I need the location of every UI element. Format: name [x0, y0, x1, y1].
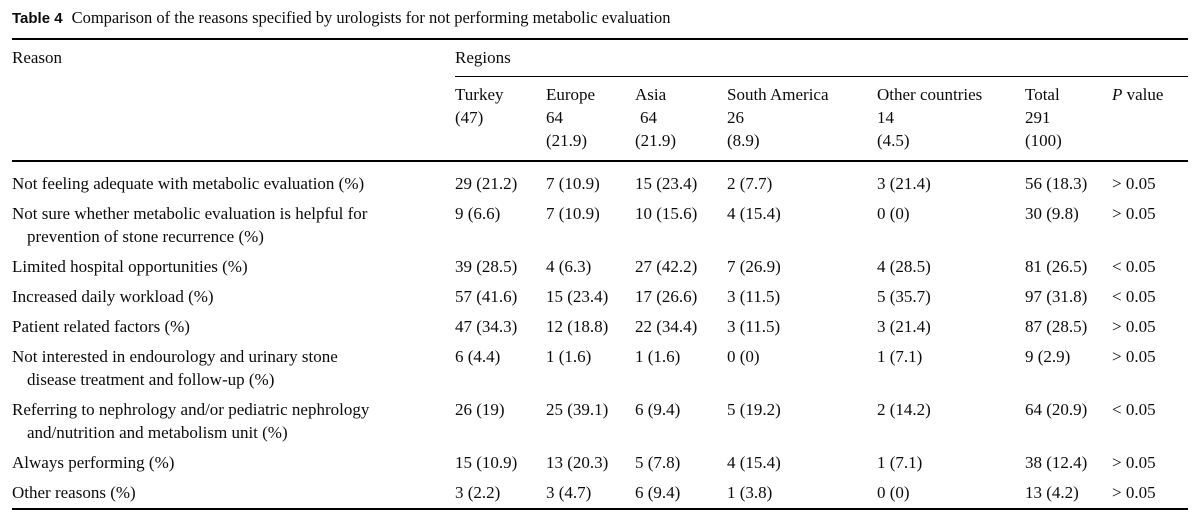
value-cell: 39 (28.5)	[455, 257, 518, 276]
value-cell: 87 (28.5)	[1025, 317, 1088, 336]
col-header-asia: Asia 64 (21.9)	[635, 76, 727, 162]
value-cell: 27 (42.2)	[635, 257, 698, 276]
header-group-row: Reason Regions	[12, 38, 1189, 162]
p-value-cell: < 0.05	[1112, 400, 1156, 419]
p-value-italic-p: P	[1112, 85, 1123, 104]
value-cell: 64 (20.9)	[1025, 400, 1088, 419]
table-row: Limited hospital opportunities (%) 39 (2…	[12, 252, 1188, 282]
col-header-europe: Europe 64 (21.9)	[546, 76, 635, 162]
comparison-table: Reason Regions Turkey (47) Europe 64 (21…	[12, 38, 1189, 510]
p-value-cell: < 0.05	[1112, 287, 1156, 306]
table-row: Referring to nephrology and/or pediatric…	[12, 395, 1188, 448]
reason-cell: Patient related factors (%)	[12, 317, 190, 336]
value-cell: 97 (31.8)	[1025, 287, 1088, 306]
value-cell: 3 (4.7)	[546, 483, 592, 502]
value-cell: 3 (21.4)	[877, 174, 931, 193]
value-cell: 7 (10.9)	[546, 174, 600, 193]
value-cell: 26 (19)	[455, 400, 505, 419]
p-value-cell: > 0.05	[1112, 317, 1156, 336]
col-header-turkey: Turkey (47)	[455, 76, 546, 162]
value-cell: 1 (7.1)	[877, 347, 923, 366]
value-cell: 15 (23.4)	[546, 287, 609, 306]
value-cell: 0 (0)	[727, 347, 760, 366]
value-cell: 12 (18.8)	[546, 317, 609, 336]
reason-cell: Increased daily workload (%)	[12, 287, 214, 306]
value-cell: 10 (15.6)	[635, 204, 698, 223]
value-cell: 57 (41.6)	[455, 287, 518, 306]
table-row: Other reasons (%) 3 (2.2) 3 (4.7) 6 (9.4…	[12, 478, 1188, 509]
reason-cell: Limited hospital opportunities (%)	[12, 257, 248, 276]
value-cell: 2 (7.7)	[727, 174, 773, 193]
value-cell: 15 (23.4)	[635, 174, 698, 193]
value-cell: 4 (28.5)	[877, 257, 931, 276]
value-cell: 13 (4.2)	[1025, 483, 1079, 502]
value-cell: 15 (10.9)	[455, 453, 518, 472]
table-number: Table 4	[12, 10, 63, 27]
value-cell: 17 (26.6)	[635, 287, 698, 306]
value-cell: 7 (10.9)	[546, 204, 600, 223]
value-cell: 3 (11.5)	[727, 287, 781, 306]
value-cell: 2 (14.2)	[877, 400, 931, 419]
value-cell: 1 (7.1)	[877, 453, 923, 472]
value-cell: 5 (7.8)	[635, 453, 681, 472]
table-caption: Table 4 Comparison of the reasons specifi…	[12, 7, 1188, 29]
table-row: Not feeling adequate with metabolic eval…	[12, 161, 1188, 199]
col-header-regions: Regions	[455, 38, 1189, 77]
table-caption-text: Comparison of the reasons specified by u…	[71, 8, 671, 27]
reason-cell: Not interested in endourology and urinar…	[12, 347, 338, 389]
p-value-cell: < 0.05	[1112, 257, 1156, 276]
p-value-cell: > 0.05	[1112, 347, 1156, 366]
col-header-reason: Reason	[12, 38, 455, 162]
table-row: Patient related factors (%) 47 (34.3) 12…	[12, 312, 1188, 342]
reason-cell: Always performing (%)	[12, 453, 175, 472]
value-cell: 6 (9.4)	[635, 483, 681, 502]
reason-cell: Referring to nephrology and/or pediatric…	[12, 400, 370, 442]
p-value-rest: value	[1122, 85, 1164, 104]
p-value-cell: > 0.05	[1112, 174, 1156, 193]
value-cell: 1 (1.6)	[635, 347, 681, 366]
table-row: Not interested in endourology and urinar…	[12, 342, 1188, 395]
reason-cell: Not sure whether metabolic evaluation is…	[12, 204, 368, 246]
value-cell: 47 (34.3)	[455, 317, 518, 336]
p-value-cell: > 0.05	[1112, 453, 1156, 472]
p-value-cell: > 0.05	[1112, 483, 1156, 502]
value-cell: 4 (6.3)	[546, 257, 592, 276]
value-cell: 5 (35.7)	[877, 287, 931, 306]
value-cell: 0 (0)	[877, 483, 910, 502]
col-header-total: Total 291 (100)	[1025, 76, 1112, 162]
value-cell: 56 (18.3)	[1025, 174, 1088, 193]
value-cell: 4 (15.4)	[727, 204, 781, 223]
value-cell: 9 (2.9)	[1025, 347, 1071, 366]
value-cell: 1 (3.8)	[727, 483, 773, 502]
value-cell: 25 (39.1)	[546, 400, 609, 419]
table-row: Always performing (%) 15 (10.9) 13 (20.3…	[12, 448, 1188, 478]
value-cell: 3 (21.4)	[877, 317, 931, 336]
value-cell: 3 (11.5)	[727, 317, 781, 336]
reason-cell: Other reasons (%)	[12, 483, 136, 502]
value-cell: 1 (1.6)	[546, 347, 592, 366]
value-cell: 30 (9.8)	[1025, 204, 1079, 223]
p-value-cell: > 0.05	[1112, 204, 1156, 223]
value-cell: 6 (4.4)	[455, 347, 501, 366]
value-cell: 13 (20.3)	[546, 453, 609, 472]
col-header-p-value: P value	[1112, 76, 1189, 162]
value-cell: 7 (26.9)	[727, 257, 781, 276]
value-cell: 0 (0)	[877, 204, 910, 223]
value-cell: 38 (12.4)	[1025, 453, 1088, 472]
value-cell: 81 (26.5)	[1025, 257, 1088, 276]
value-cell: 5 (19.2)	[727, 400, 781, 419]
col-header-south-america: South America 26 (8.9)	[727, 76, 877, 162]
table-row: Not sure whether metabolic evaluation is…	[12, 199, 1188, 252]
col-header-other-countries: Other countries 14 (4.5)	[877, 76, 1025, 162]
reason-cell: Not feeling adequate with metabolic eval…	[12, 174, 365, 193]
value-cell: 9 (6.6)	[455, 204, 501, 223]
table-row: Increased daily workload (%) 57 (41.6) 1…	[12, 282, 1188, 312]
value-cell: 3 (2.2)	[455, 483, 501, 502]
value-cell: 4 (15.4)	[727, 453, 781, 472]
value-cell: 29 (21.2)	[455, 174, 518, 193]
header-columns-row: Turkey (47) Europe 64 (21.9) Asia 64 (21…	[12, 76, 1189, 162]
value-cell: 22 (34.4)	[635, 317, 698, 336]
value-cell: 6 (9.4)	[635, 400, 681, 419]
